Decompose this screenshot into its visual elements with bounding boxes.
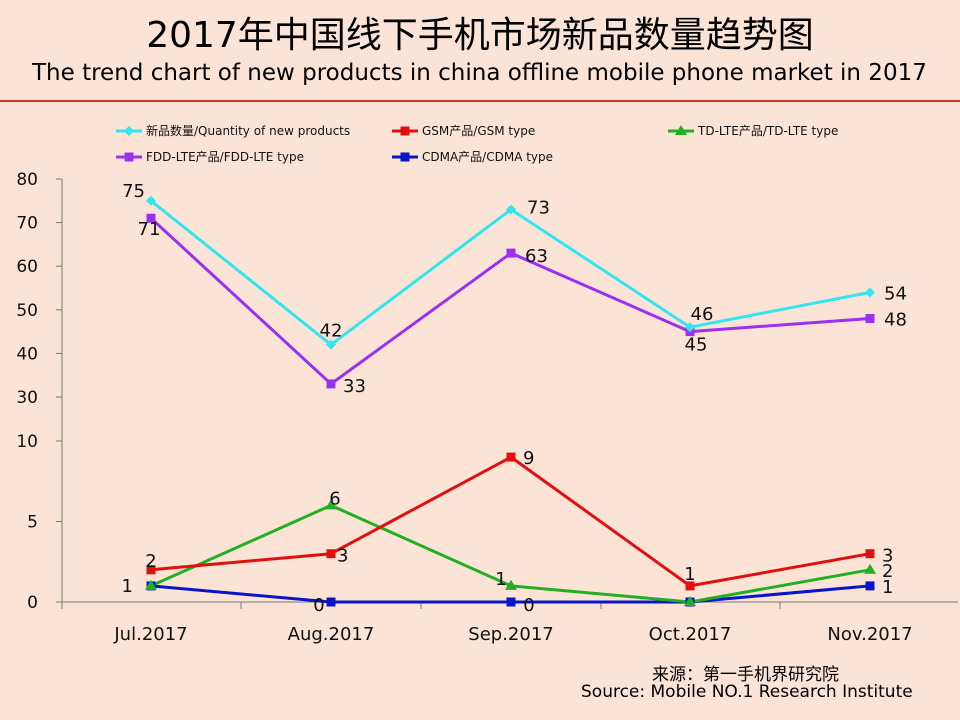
data-label: 6 xyxy=(329,488,340,509)
data-label: 9 xyxy=(523,448,534,469)
y-tick-label: 5 xyxy=(27,513,38,533)
data-label: 0 xyxy=(313,595,324,616)
y-tick-label: 10 xyxy=(16,432,38,452)
data-point xyxy=(145,579,157,590)
data-label: 0 xyxy=(523,595,534,616)
data-label: 63 xyxy=(525,246,548,267)
data-point xyxy=(506,452,516,462)
data-label: 48 xyxy=(884,310,907,331)
source-note-en: Source: Mobile NO.1 Research Institute xyxy=(581,682,913,702)
chart-subtitle: The trend chart of new products in china… xyxy=(32,60,927,86)
data-label: 1 xyxy=(495,569,506,590)
data-label: 3 xyxy=(882,546,893,567)
data-point xyxy=(864,563,876,574)
data-label: 46 xyxy=(691,304,714,325)
data-point xyxy=(506,204,516,215)
legend-label: CDMA产品/CDMA type xyxy=(422,150,553,164)
data-point xyxy=(865,287,875,298)
data-label: 54 xyxy=(884,283,907,304)
data-point xyxy=(865,581,875,591)
legend-swatch-marker xyxy=(124,152,134,162)
legend-swatch-marker xyxy=(675,125,687,135)
y-tick-label: 50 xyxy=(16,301,38,321)
data-label: 1 xyxy=(882,577,893,598)
x-tick-label: Jul.2017 xyxy=(113,624,187,645)
legend-label: FDD-LTE产品/FDD-LTE type xyxy=(146,150,304,164)
data-point xyxy=(506,597,516,607)
source-note-cn: 来源：第一手机界研究院 xyxy=(652,665,839,685)
data-point xyxy=(865,549,875,559)
data-label: 73 xyxy=(527,198,550,219)
data-label: 33 xyxy=(343,376,366,397)
data-point xyxy=(505,579,517,590)
chart-title: 2017年中国线下手机市场新品数量趋势图 xyxy=(146,15,814,56)
series-line xyxy=(150,199,871,347)
data-point xyxy=(146,565,156,575)
legend-label: 新品数量/Quantity of new products xyxy=(146,123,350,138)
y-tick-label: 80 xyxy=(16,170,38,190)
legend-swatch-marker xyxy=(400,126,410,136)
series-line xyxy=(150,455,871,588)
y-tick-label: 0 xyxy=(27,593,38,613)
data-label: 2 xyxy=(145,551,156,572)
y-tick-label: 60 xyxy=(16,257,38,277)
data-label: 1 xyxy=(684,564,695,585)
x-tick-label: Sep.2017 xyxy=(468,624,553,645)
data-label: 45 xyxy=(685,335,708,356)
legend-swatch-marker xyxy=(400,152,410,162)
y-tick-label: 70 xyxy=(16,214,38,234)
data-label: 2 xyxy=(882,561,893,582)
data-label: 1 xyxy=(122,576,133,597)
data-point xyxy=(326,597,336,607)
data-point xyxy=(685,322,695,333)
legend-label: GSM产品/GSM type xyxy=(422,124,535,138)
data-point xyxy=(506,248,516,258)
y-tick-label: 30 xyxy=(16,388,38,408)
x-tick-label: Nov.2017 xyxy=(827,624,912,645)
data-point xyxy=(326,339,336,350)
data-point xyxy=(326,549,336,559)
x-tick-label: Aug.2017 xyxy=(288,624,375,645)
data-point xyxy=(685,581,695,591)
data-label: 75 xyxy=(122,181,145,202)
data-point xyxy=(146,195,156,206)
legend-swatch-marker xyxy=(124,126,134,136)
data-point xyxy=(146,213,156,223)
series-line xyxy=(149,217,871,386)
data-point xyxy=(325,499,337,510)
data-label: 71 xyxy=(138,219,161,240)
data-point xyxy=(326,379,336,389)
data-label: 3 xyxy=(337,546,348,567)
title-divider xyxy=(0,100,960,102)
legend-label: TD-LTE产品/TD-LTE type xyxy=(697,124,838,138)
data-point xyxy=(684,596,696,606)
data-point xyxy=(865,314,875,324)
data-label: 42 xyxy=(320,321,343,342)
x-tick-label: Oct.2017 xyxy=(649,624,732,645)
y-tick-label: 40 xyxy=(16,344,38,364)
